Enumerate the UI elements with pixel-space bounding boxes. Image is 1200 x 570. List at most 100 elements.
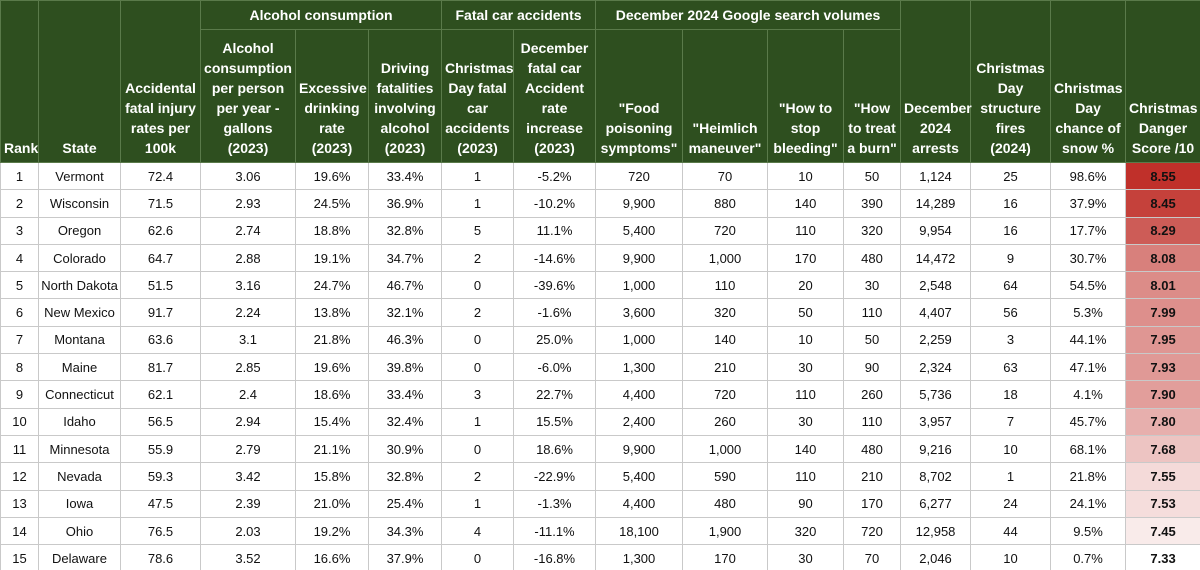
table-cell: 21.8% [1050, 462, 1127, 491]
table-cell: 9 [0, 380, 39, 409]
table-cell: -5.2% [513, 161, 597, 191]
table-cell: Oregon [38, 216, 121, 245]
table-cell: 1 [441, 489, 515, 518]
table-cell: 56.5 [120, 407, 201, 436]
score-cell: 8.55 [1125, 161, 1200, 191]
table-cell: 34.3% [367, 516, 443, 546]
table-cell: 3,957 [900, 407, 972, 436]
table-row: 2 Wisconsin 71.5 2.93 24.5% 36.9% 1 -10.2% 9,900… [0, 189, 1200, 218]
table-cell: 24 [970, 489, 1052, 518]
table-cell: 10 [0, 407, 39, 436]
table-cell: 2.94 [200, 407, 296, 436]
table-cell: 210 [843, 462, 902, 491]
table-cell: 12 [0, 462, 39, 491]
table-row: 9 Connecticut 62.1 2.4 18.6% 33.4% 3 22.7% 4,400… [0, 380, 1200, 409]
table-cell: 10 [767, 325, 845, 355]
table-cell: 480 [843, 243, 902, 273]
table-cell: 0 [441, 325, 515, 355]
table-cell: 19.6% [295, 353, 369, 382]
table-cell: 1 [441, 189, 515, 218]
table-cell: 34.7% [367, 243, 443, 273]
table-cell: Wisconsin [38, 189, 121, 218]
table-cell: 5.3% [1050, 298, 1127, 327]
table-cell: 32.8% [367, 462, 443, 491]
table-body: 1 Vermont 72.4 3.06 19.6% 33.4% 1 -5.2% 720 70 10 5… [0, 161, 1200, 570]
score-cell: 7.53 [1125, 489, 1200, 518]
score-cell: 7.80 [1125, 407, 1200, 436]
column-header: "Heimlich maneuver" [682, 29, 769, 163]
column-header-row: Alcohol consumption per person per year … [1, 29, 1200, 163]
table-cell: 63.6 [120, 325, 201, 355]
table-cell: 44 [970, 516, 1052, 546]
table-cell: 50 [843, 325, 902, 355]
table-cell: 4,400 [595, 380, 684, 409]
table-cell: 140 [767, 434, 845, 464]
table-cell: 260 [843, 380, 902, 409]
table-cell: 46.3% [367, 325, 443, 355]
table-cell: 7 [970, 407, 1052, 436]
table-cell: 21.8% [295, 325, 369, 355]
table-cell: 47.5 [120, 489, 201, 518]
table-cell: 47.1% [1050, 353, 1127, 382]
table-cell: 14 [0, 516, 39, 546]
table-cell: 210 [682, 353, 769, 382]
table-cell: 11.1% [513, 216, 597, 245]
table-cell: 4,400 [595, 489, 684, 518]
table-cell: 110 [843, 407, 902, 436]
table-cell: 46.7% [367, 271, 443, 300]
table-cell: 32.4% [367, 407, 443, 436]
column-header: December 2024 arrests [900, 0, 972, 163]
table-cell: 10 [970, 544, 1052, 570]
table-row: 8 Maine 81.7 2.85 19.6% 39.8% 0 -6.0% 1,300 210 30… [0, 353, 1200, 382]
table-cell: 5,400 [595, 462, 684, 491]
column-header: Christmas Danger Score /10 [1125, 0, 1200, 163]
table-cell: 19.1% [295, 243, 369, 273]
score-cell: 8.29 [1125, 216, 1200, 245]
table-cell: 17.7% [1050, 216, 1127, 245]
table-cell: 720 [682, 216, 769, 245]
table-cell: 15.4% [295, 407, 369, 436]
table-cell: 18 [970, 380, 1052, 409]
table-cell: 8 [0, 353, 39, 382]
score-cell: 7.90 [1125, 380, 1200, 409]
table-cell: 14,472 [900, 243, 972, 273]
table-cell: Minnesota [38, 434, 121, 464]
table-cell: 91.7 [120, 298, 201, 327]
column-header: Christmas Day chance of snow % [1050, 0, 1127, 163]
table-cell: 3 [970, 325, 1052, 355]
table-cell: 30 [843, 271, 902, 300]
table-cell: 24.5% [295, 189, 369, 218]
table-row: 13 Iowa 47.5 2.39 21.0% 25.4% 1 -1.3% 4,400 480 90… [0, 489, 1200, 518]
table-cell: 2,046 [900, 544, 972, 570]
column-header: Christmas Day fatal car accidents (2023) [441, 29, 515, 163]
table-cell: 25.0% [513, 325, 597, 355]
table-cell: 10 [767, 161, 845, 191]
table-cell: 9,900 [595, 189, 684, 218]
table-cell: 1,124 [900, 161, 972, 191]
table-cell: 32.1% [367, 298, 443, 327]
table-cell: 3.1 [200, 325, 296, 355]
table-cell: 25.4% [367, 489, 443, 518]
table-cell: 6 [0, 298, 39, 327]
score-cell: 7.93 [1125, 353, 1200, 382]
table-cell: 590 [682, 462, 769, 491]
column-header: Excessive drinking rate (2023) [295, 29, 369, 163]
table-cell: 170 [843, 489, 902, 518]
table-cell: 22.7% [513, 380, 597, 409]
table-cell: -11.1% [513, 516, 597, 546]
table-row: 11 Minnesota 55.9 2.79 21.1% 30.9% 0 18.6% 9,900… [0, 434, 1200, 464]
table-cell: 11 [0, 434, 39, 464]
table-cell: Montana [38, 325, 121, 355]
table-cell: 720 [682, 380, 769, 409]
table-cell: 2.79 [200, 434, 296, 464]
table-cell: Nevada [38, 462, 121, 491]
table-cell: 8,702 [900, 462, 972, 491]
table-cell: 2.24 [200, 298, 296, 327]
table-cell: 64.7 [120, 243, 201, 273]
table-cell: -1.6% [513, 298, 597, 327]
table-cell: Iowa [38, 489, 121, 518]
table-cell: 5 [0, 271, 39, 300]
table-cell: 9.5% [1050, 516, 1127, 546]
